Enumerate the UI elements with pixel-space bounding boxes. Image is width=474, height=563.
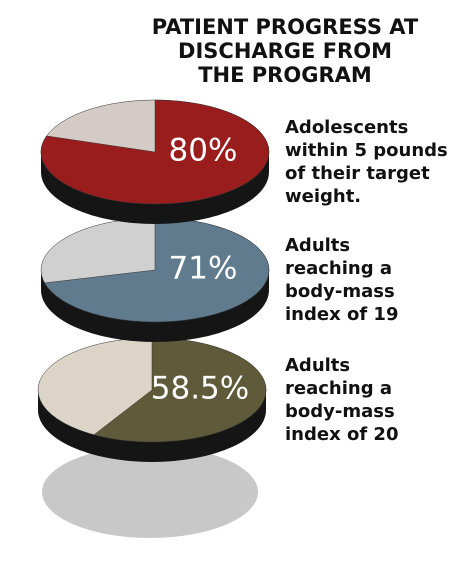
caption-line: index of 19	[285, 304, 398, 325]
pie-slice	[40, 99, 270, 205]
pie-slice	[93, 337, 267, 443]
caption-line: weight.	[285, 186, 361, 207]
caption-line: reaching a	[285, 258, 392, 279]
caption-line: index of 20	[285, 424, 398, 445]
caption-line: reaching a	[285, 378, 392, 399]
title-line: THE PROGRAM	[198, 63, 372, 87]
caption-line: of their target	[285, 163, 430, 184]
title-line: PATIENT PROGRESS AT	[152, 15, 419, 39]
value-label: 58.5%	[151, 371, 249, 407]
caption-line: Adults	[285, 355, 350, 376]
caption-line: Adolescents	[285, 117, 408, 138]
value-label: 71%	[169, 251, 238, 287]
shadow	[42, 446, 258, 538]
caption-line: body-mass	[285, 401, 395, 422]
value-label: 80%	[169, 133, 238, 169]
caption-line: within 5 pounds	[285, 140, 448, 161]
pie-slice	[44, 217, 270, 323]
caption-line: Adults	[285, 235, 350, 256]
title-line: DISCHARGE FROM	[178, 39, 392, 63]
caption-line: body-mass	[285, 281, 395, 302]
